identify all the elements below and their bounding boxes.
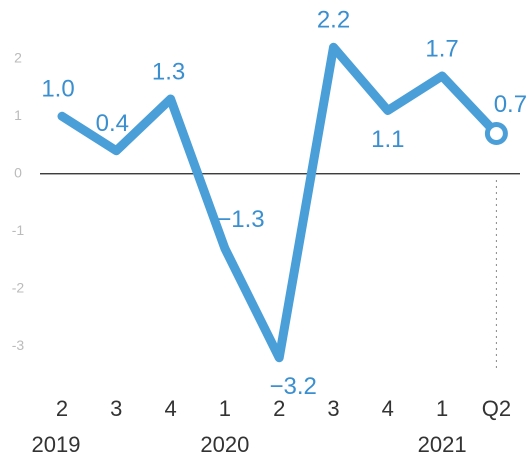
year-label: 2019 [32, 432, 81, 457]
line [57, 42, 501, 363]
value-label: 1.0 [41, 76, 74, 103]
y-tick-label: 2 [14, 49, 22, 65]
x-tick-label: 4 [164, 396, 176, 421]
y-tick-label: -1 [12, 222, 25, 238]
y-tick-label: -3 [12, 337, 25, 353]
end-marker [484, 122, 508, 145]
y-tick-label: 0 [14, 164, 22, 180]
value-label: −1.3 [217, 206, 264, 233]
y-tick-label: -2 [12, 279, 25, 295]
x-tick-label: 1 [219, 396, 231, 421]
value-label: −3.2 [270, 373, 317, 400]
y-tick-label: 1 [14, 107, 22, 123]
value-label: 1.3 [152, 58, 185, 85]
x-tick-label: 3 [110, 396, 122, 421]
value-label: 2.2 [317, 7, 350, 34]
x-tick-label: 2 [273, 396, 285, 421]
x-tick-label: 4 [382, 396, 394, 421]
value-label: 0.4 [96, 110, 129, 137]
x-tick-label: Q2 [482, 396, 511, 421]
value-label: 1.1 [371, 126, 404, 153]
x-tick-label: 1 [436, 396, 448, 421]
x-tick-label: 2 [56, 396, 68, 421]
value-label: 1.7 [425, 35, 458, 62]
value-label: 0.7 [494, 91, 527, 118]
year-label: 2021 [418, 432, 467, 457]
year-label: 2020 [200, 432, 249, 457]
x-tick-label: 3 [327, 396, 339, 421]
